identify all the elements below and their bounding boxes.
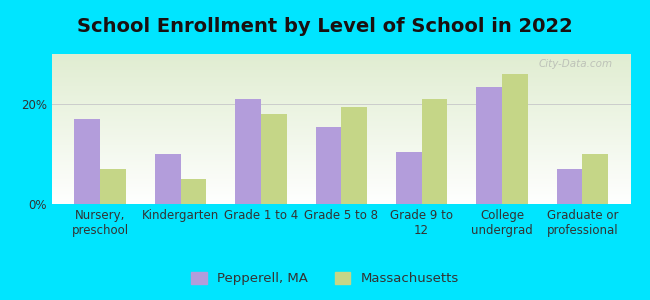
Bar: [155, 154, 181, 204]
Bar: [422, 99, 447, 204]
Bar: [100, 169, 126, 204]
Bar: [396, 152, 422, 204]
Bar: [502, 74, 528, 204]
Legend: Pepperell, MA, Massachusetts: Pepperell, MA, Massachusetts: [186, 266, 464, 290]
Bar: [341, 106, 367, 204]
Bar: [476, 86, 502, 204]
Bar: [556, 169, 582, 204]
Bar: [75, 119, 100, 204]
Bar: [582, 154, 608, 204]
Bar: [261, 114, 287, 204]
Text: City-Data.com: City-Data.com: [539, 58, 613, 68]
Bar: [315, 127, 341, 204]
Bar: [181, 179, 206, 204]
Bar: [235, 99, 261, 204]
Text: School Enrollment by Level of School in 2022: School Enrollment by Level of School in …: [77, 17, 573, 37]
